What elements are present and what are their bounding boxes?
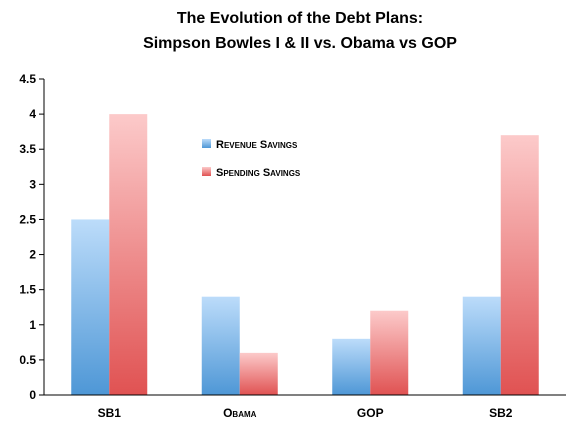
- bar-revenue-savings-obama: [201, 296, 240, 395]
- y-tick-label: 4: [29, 107, 36, 121]
- chart-title-line-2: Simpson Bowles I & II vs. Obama vs GOP: [143, 35, 457, 52]
- y-tick-label: 0.5: [19, 353, 36, 367]
- y-tick-label: 1.5: [19, 283, 36, 297]
- x-category-label: Obama: [223, 406, 257, 420]
- legend: Revenue Savings Spending Savings: [202, 139, 301, 179]
- bar-revenue-savings-sb2: [462, 296, 501, 395]
- y-tick-label: 3.5: [19, 142, 36, 156]
- y-tick-label: 4.5: [19, 72, 36, 86]
- chart-title-line-1: The Evolution of the Debt Plans:: [177, 10, 423, 27]
- y-tick-label: 1: [29, 318, 36, 332]
- bar-revenue-savings-sb1: [71, 219, 110, 395]
- legend-swatch-spending-savings: [202, 167, 211, 176]
- legend-label-revenue-savings: Revenue Savings: [216, 139, 298, 151]
- bar-spending-savings-sb1: [109, 114, 148, 395]
- x-category-label: SB2: [489, 406, 513, 420]
- x-axis: SB1 Obama GOP SB2: [44, 394, 566, 420]
- y-tick-label: 2.5: [19, 212, 36, 226]
- y-tick-label: 3: [29, 177, 36, 191]
- bar-series-group: [71, 114, 539, 395]
- legend-label-spending-savings: Spending Savings: [216, 167, 301, 179]
- bar-spending-savings-gop: [370, 310, 409, 395]
- y-axis: 0 0.5 1 1.5 2 2.5 3 3.5 4 4.5: [19, 72, 45, 402]
- bar-spending-savings-obama: [239, 352, 278, 395]
- x-category-label: GOP: [357, 406, 384, 420]
- bar-revenue-savings-gop: [332, 338, 371, 395]
- legend-swatch-revenue-savings: [202, 139, 211, 148]
- y-tick-label: 0: [29, 388, 36, 402]
- x-category-label: SB1: [98, 406, 122, 420]
- y-tick-label: 2: [29, 248, 36, 262]
- bar-spending-savings-sb2: [500, 135, 539, 395]
